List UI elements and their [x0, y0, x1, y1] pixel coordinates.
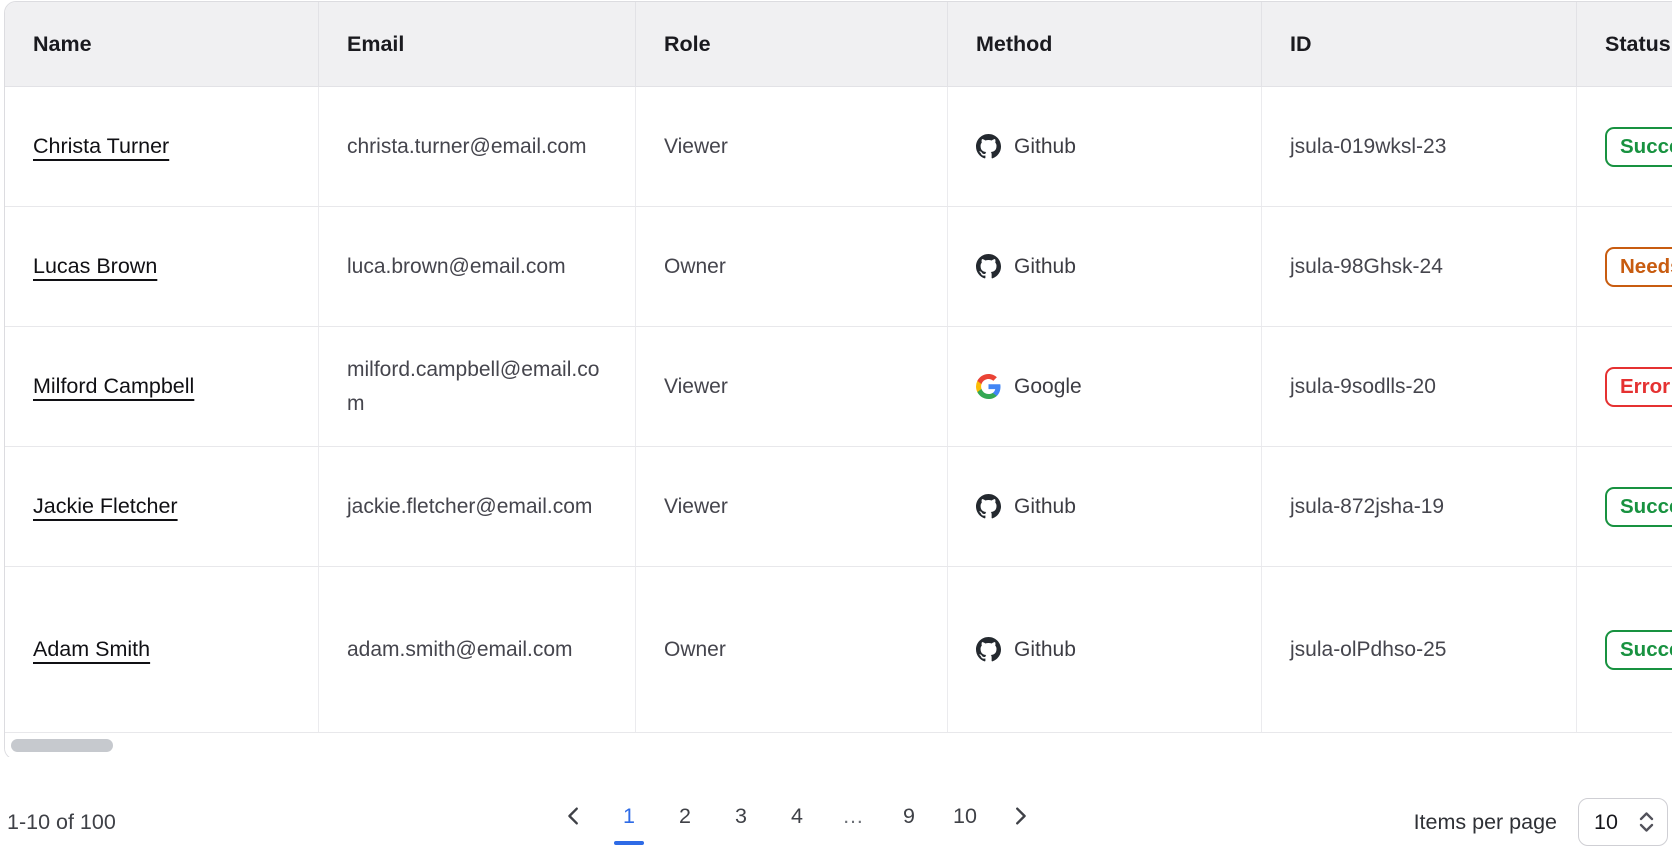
- page-number: 9: [903, 804, 915, 828]
- user-name-link[interactable]: Milford Campbell: [33, 374, 195, 398]
- user-email: luca.brown@email.com: [347, 254, 566, 278]
- user-email: adam.smith@email.com: [347, 637, 573, 661]
- stepper-updown-icon: [1639, 812, 1654, 832]
- user-id: jsula-olPdhso-25: [1262, 567, 1577, 732]
- github-icon: [976, 134, 1001, 159]
- user-id: jsula-019wksl-23: [1262, 87, 1577, 206]
- page-number: 2: [679, 804, 691, 828]
- page-button-3[interactable]: 3: [726, 803, 756, 845]
- auth-method: Github: [976, 254, 1076, 279]
- page-number: 10: [953, 804, 977, 828]
- user-email: milford.campbell@email.com: [347, 357, 600, 415]
- user-email: christa.turner@email.com: [347, 134, 587, 158]
- status-badge: Success: [1605, 126, 1672, 167]
- page-number: 4: [791, 804, 803, 828]
- user-email: jackie.fletcher@email.com: [347, 494, 593, 518]
- user-role: Owner: [636, 567, 948, 732]
- horizontal-scrollbar[interactable]: [5, 733, 1672, 759]
- auth-method-label: Google: [1014, 374, 1082, 398]
- google-icon: [976, 374, 1001, 399]
- page-button-4[interactable]: 4: [782, 803, 812, 845]
- previous-page-button[interactable]: [560, 803, 588, 829]
- page-number: 3: [735, 804, 747, 828]
- items-per-page-select[interactable]: 10: [1578, 798, 1668, 846]
- column-header-role: Role: [636, 2, 948, 86]
- user-name-link[interactable]: Christa Turner: [33, 134, 170, 158]
- page-button-10[interactable]: 10: [950, 803, 980, 845]
- column-header-method: Method: [948, 2, 1262, 86]
- table-header-row: Name Email Role Method ID Status: [5, 2, 1672, 87]
- users-table: Name Email Role Method ID Status Christa…: [4, 1, 1672, 760]
- user-role: Owner: [636, 207, 948, 326]
- chevron-right-icon: [1016, 807, 1026, 825]
- auth-method-label: Github: [1014, 637, 1076, 661]
- user-name-link[interactable]: Lucas Brown: [33, 254, 158, 278]
- results-range-label: 1-10 of 100: [7, 810, 116, 834]
- items-per-page-value: 10: [1594, 809, 1618, 834]
- auth-method-label: Github: [1014, 254, 1076, 278]
- column-header-id: ID: [1262, 2, 1577, 86]
- page-button-2[interactable]: 2: [670, 803, 700, 845]
- table-footer: 1-10 of 100 1 2 3 4 … 9 10: [0, 757, 1672, 856]
- table-row: Milford Campbell milford.campbell@email.…: [5, 327, 1672, 447]
- user-id: jsula-9sodlls-20: [1262, 327, 1577, 446]
- user-id: jsula-872jsha-19: [1262, 447, 1577, 566]
- user-id: jsula-98Ghsk-24: [1262, 207, 1577, 326]
- auth-method-label: Github: [1014, 134, 1076, 158]
- table-row: Christa Turner christa.turner@email.com …: [5, 87, 1672, 207]
- table-row: Jackie Fletcher jackie.fletcher@email.co…: [5, 447, 1672, 567]
- status-badge: Success: [1605, 629, 1672, 670]
- pagination: 1 2 3 4 … 9 10: [560, 803, 1034, 845]
- status-badge: Error: [1605, 366, 1672, 407]
- next-page-button[interactable]: [1006, 803, 1034, 829]
- auth-method-label: Github: [1014, 494, 1076, 518]
- auth-method: Github: [976, 134, 1076, 159]
- page-button-1[interactable]: 1: [614, 803, 644, 845]
- user-role: Viewer: [636, 447, 948, 566]
- page-number: 1: [623, 804, 635, 828]
- user-role: Viewer: [636, 87, 948, 206]
- auth-method: Google: [976, 374, 1082, 399]
- user-name-link[interactable]: Adam Smith: [33, 637, 151, 661]
- github-icon: [976, 637, 1001, 662]
- items-per-page-label: Items per page: [1413, 809, 1557, 834]
- status-badge: Success: [1605, 486, 1672, 527]
- items-per-page-control: Items per page 10: [1414, 798, 1668, 846]
- github-icon: [976, 254, 1001, 279]
- page-ellipsis: …: [842, 804, 864, 828]
- auth-method: Github: [976, 637, 1076, 662]
- column-header-status: Status: [1605, 31, 1671, 56]
- github-icon: [976, 494, 1001, 519]
- table-row: Adam Smith adam.smith@email.com Owner Gi…: [5, 567, 1672, 733]
- status-badge: Needs attention: [1605, 246, 1672, 287]
- column-header-email: Email: [319, 2, 636, 86]
- chevron-left-icon: [568, 807, 578, 825]
- horizontal-scrollbar-thumb[interactable]: [11, 739, 113, 752]
- table-row: Lucas Brown luca.brown@email.com Owner G…: [5, 207, 1672, 327]
- page-button-9[interactable]: 9: [894, 803, 924, 845]
- column-header-name: Name: [5, 2, 319, 86]
- user-name-link[interactable]: Jackie Fletcher: [33, 494, 178, 518]
- active-page-indicator: [614, 841, 644, 845]
- user-role: Viewer: [636, 327, 948, 446]
- auth-method: Github: [976, 494, 1076, 519]
